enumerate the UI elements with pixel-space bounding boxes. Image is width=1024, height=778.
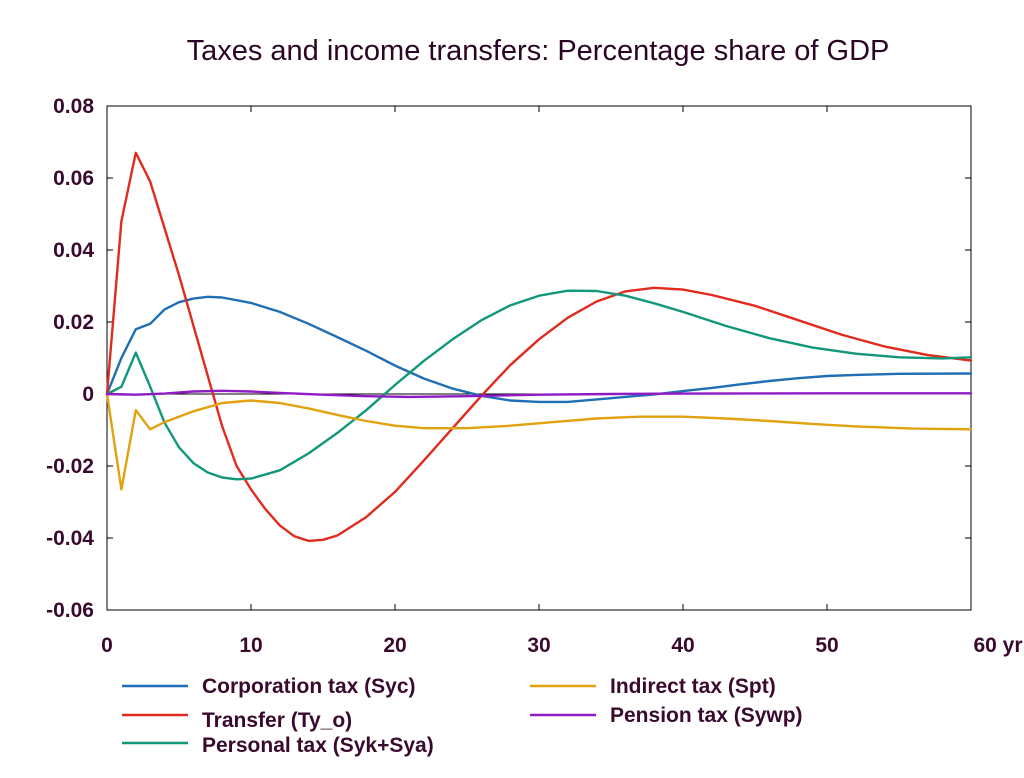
y-tick-label: -0.06 [46, 599, 94, 622]
chart-title: Taxes and income transfers: Percentage s… [187, 35, 890, 67]
legend-label: Corporation tax (Syc) [202, 675, 416, 698]
y-tick-label: 0.02 [53, 311, 94, 334]
y-tick-label: 0.08 [53, 95, 94, 118]
x-tick-label: 60 yr [973, 634, 1022, 657]
series-lines [105, 151, 973, 543]
y-tick-label: 0 [82, 383, 94, 406]
y-tick-label: -0.02 [46, 455, 94, 478]
y-tick-label: -0.04 [46, 527, 94, 550]
x-tick-label: 20 [383, 634, 406, 657]
series-line-3 [105, 289, 973, 481]
x-tick-label: 0 [101, 634, 113, 657]
y-tick-label: 0.06 [53, 167, 94, 190]
y-tick-label: 0.04 [53, 239, 94, 262]
series-line-2 [105, 151, 973, 543]
x-tick-label: 50 [815, 634, 838, 657]
series-line-5 [105, 389, 973, 399]
axis-ticks: -0.06 -0.04 -0.02 0 0.02 0.04 0.06 0.08 0 10 20 30 4… [46, 95, 1022, 657]
legend-label: Transfer (Ty_o) [202, 709, 352, 732]
series-line-1 [105, 295, 973, 404]
series-line-4 [105, 392, 973, 491]
x-tick-label: 10 [239, 634, 262, 657]
legend-label: Personal tax (Syk+Sya) [202, 734, 434, 757]
plot-area-frame [106, 105, 972, 611]
legend-label: Indirect tax (Spt) [610, 675, 776, 698]
legend-label: Pension tax (Sywp) [610, 704, 803, 727]
legend: Corporation tax (Syc) Transfer (Ty_o)Pers… [122, 675, 803, 757]
x-tick-label: 30 [527, 634, 550, 657]
x-tick-label: 40 [671, 634, 694, 657]
